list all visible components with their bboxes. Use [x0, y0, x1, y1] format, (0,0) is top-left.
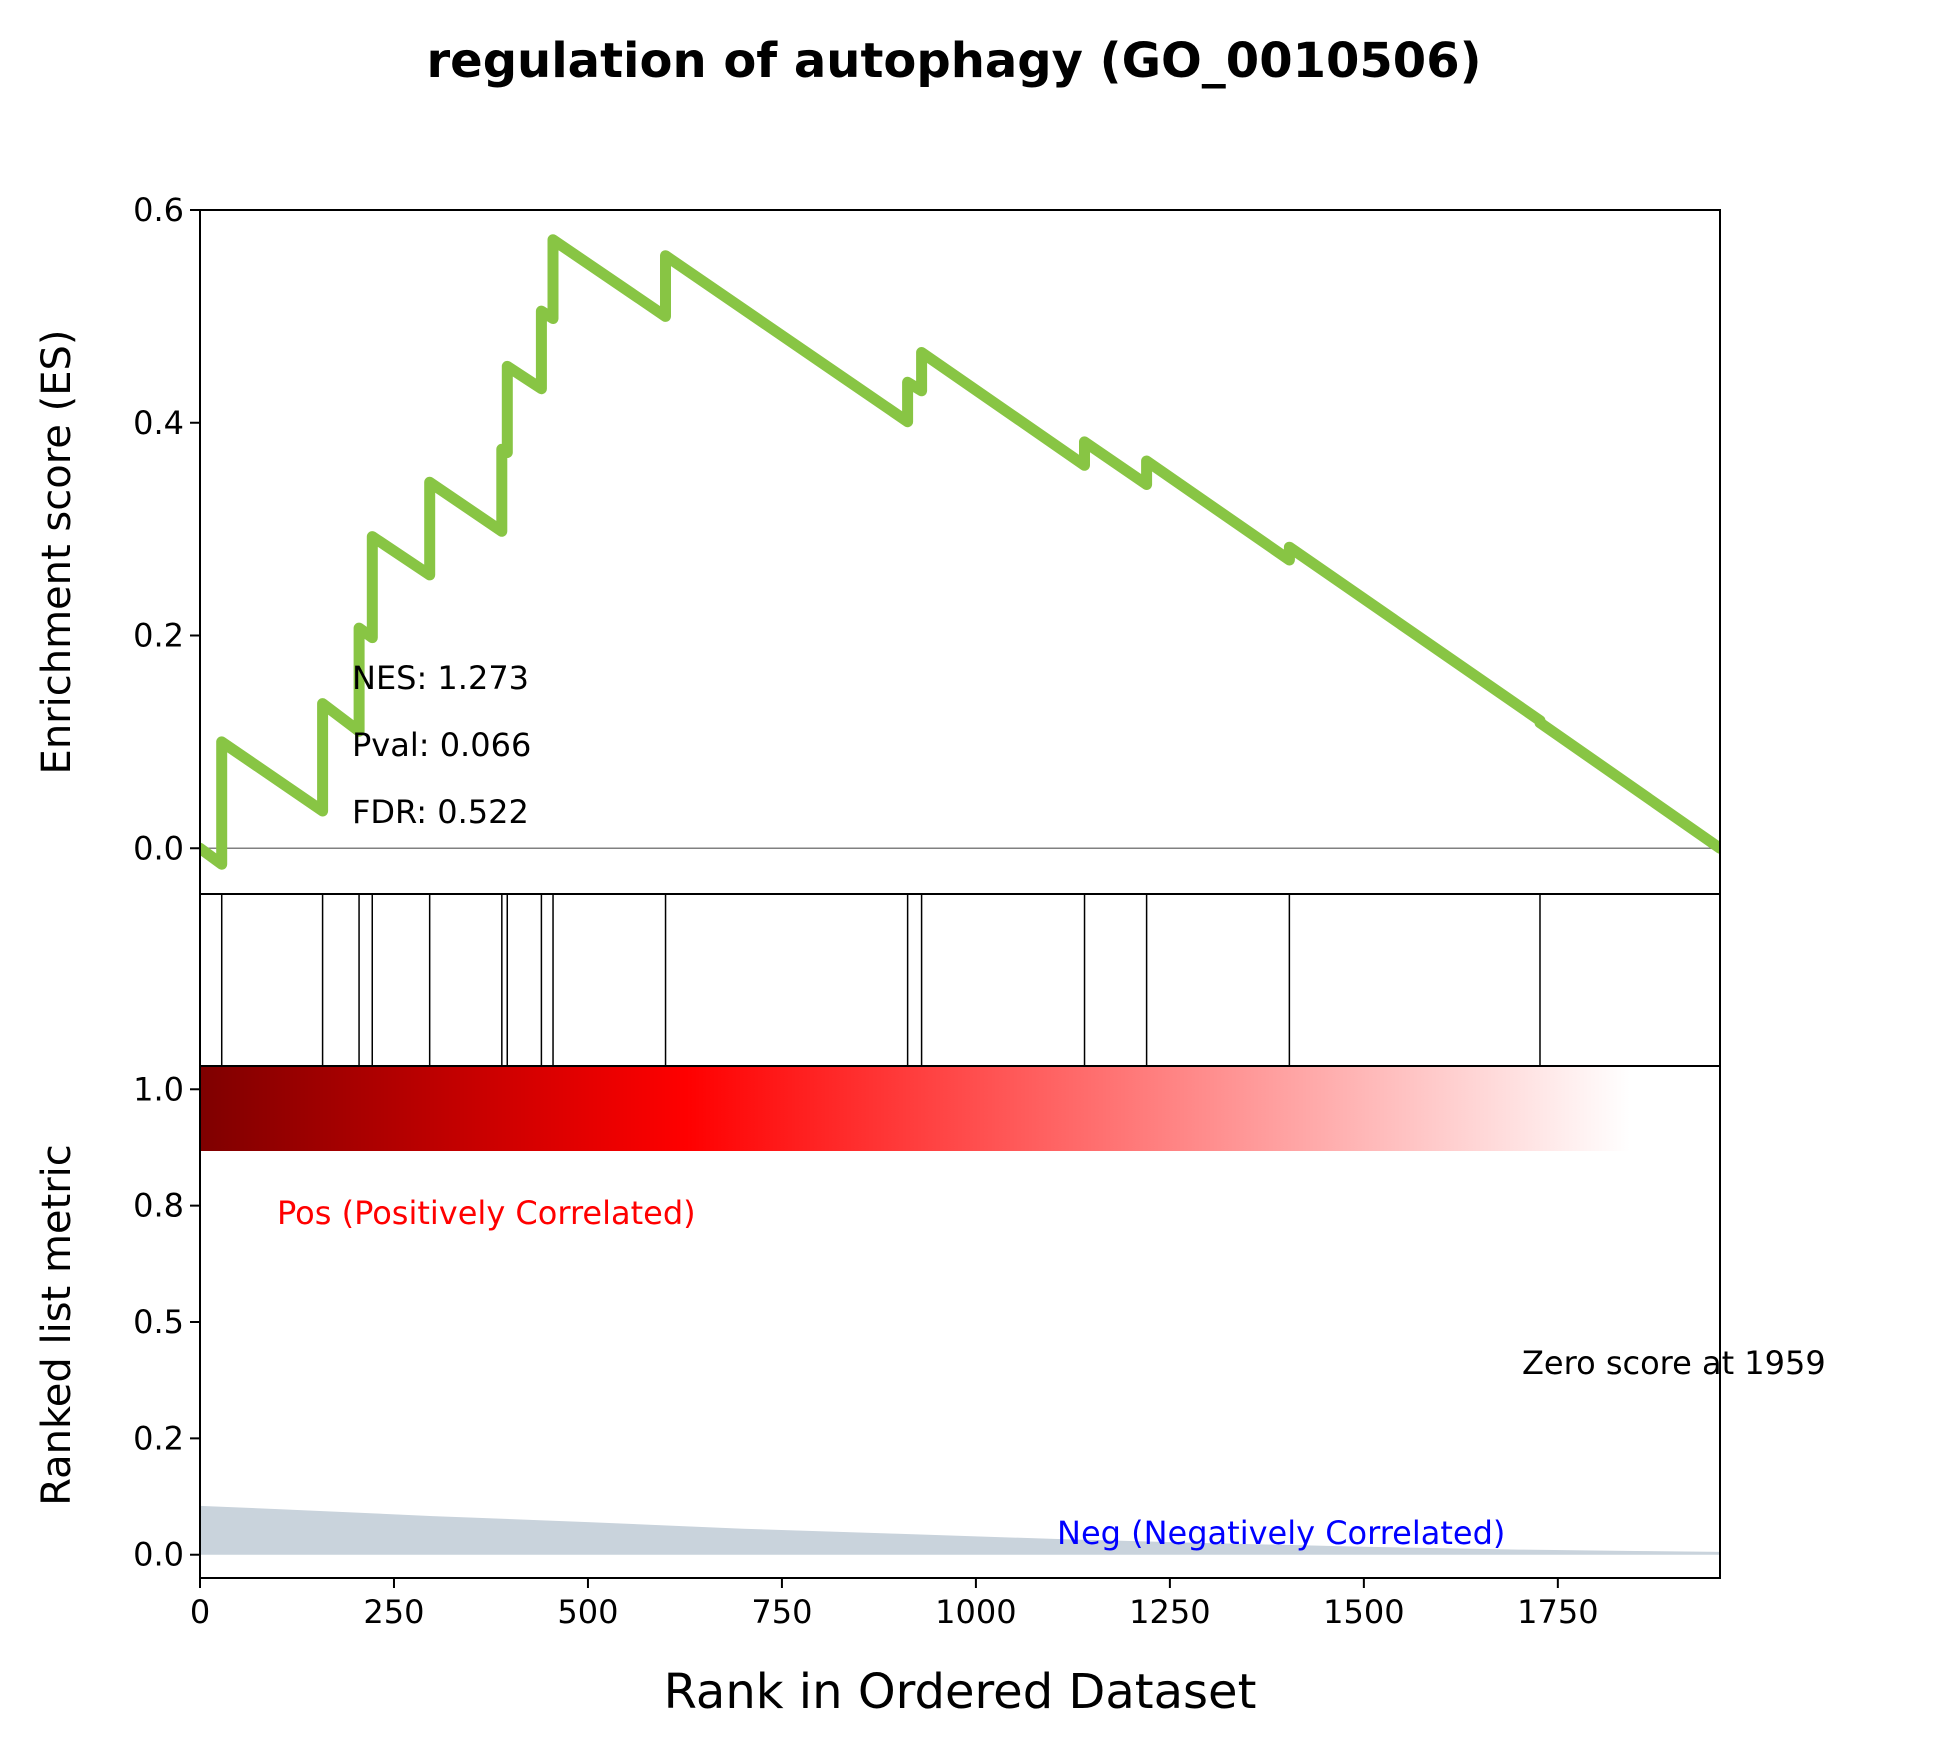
es-y-tick-label: 0.2	[133, 617, 184, 655]
rank-y-tick-label: 0.8	[133, 1187, 184, 1225]
chart-title: regulation of autophagy (GO_0010506)	[426, 33, 1481, 89]
rank-y-tick-label: 1.0	[133, 1070, 184, 1108]
rank-y-tick-label: 0.5	[133, 1303, 184, 1341]
stat-nes: NES: 1.273	[352, 659, 529, 697]
neg-label: Neg (Negatively Correlated)	[1057, 1514, 1505, 1552]
hit-lines	[220, 894, 1541, 1066]
hits-panel	[199, 893, 1721, 1067]
rank-y-axis-label: Ranked list metric	[34, 1144, 80, 1506]
x-tick-label: 1000	[935, 1593, 1016, 1631]
stat-fdr: FDR: 0.522	[352, 793, 529, 831]
x-tick-label: 1250	[1129, 1593, 1210, 1631]
es-y-tick-label: 0.4	[133, 404, 184, 442]
ranked-metric-area	[200, 1505, 1720, 1555]
rank-gradient-bar	[200, 1066, 1630, 1151]
es-panel: 0.0 0.2 0.4 0.6 Enrichment score (ES) NES: …	[34, 191, 1721, 895]
es-curve	[200, 234, 1720, 870]
es-y-ticks: 0.0 0.2 0.4 0.6	[133, 191, 200, 867]
x-tick-label: 1500	[1323, 1593, 1404, 1631]
x-tick-label: 1750	[1517, 1593, 1598, 1631]
es-y-axis-label: Enrichment score (ES)	[34, 330, 80, 775]
stat-pval: Pval: 0.066	[352, 726, 531, 764]
x-tick-label: 0	[190, 1593, 210, 1631]
x-axis-label: Rank in Ordered Dataset	[664, 1664, 1257, 1720]
x-tick-label: 250	[363, 1593, 424, 1631]
zero-score-label: Zero score at 1959	[1522, 1344, 1826, 1382]
rank-panel: 0.0 0.2 0.5 0.8 1.0 Ranked list metric Pos (…	[34, 1065, 1826, 1579]
rank-y-tick-label: 0.2	[133, 1419, 184, 1457]
hits-panel-frame	[199, 893, 1721, 1067]
es-y-tick-label: 0.0	[133, 829, 184, 867]
x-axis-ticks: 0 250 500 750 1000 1250 1500 1750	[190, 1578, 1599, 1631]
x-tick-label: 500	[557, 1593, 618, 1631]
es-y-tick-label: 0.6	[133, 191, 184, 229]
pos-label: Pos (Positively Correlated)	[277, 1194, 696, 1232]
x-tick-label: 750	[751, 1593, 812, 1631]
rank-y-ticks: 0.0 0.2 0.5 0.8 1.0	[133, 1070, 200, 1574]
rank-y-tick-label: 0.0	[133, 1536, 184, 1574]
